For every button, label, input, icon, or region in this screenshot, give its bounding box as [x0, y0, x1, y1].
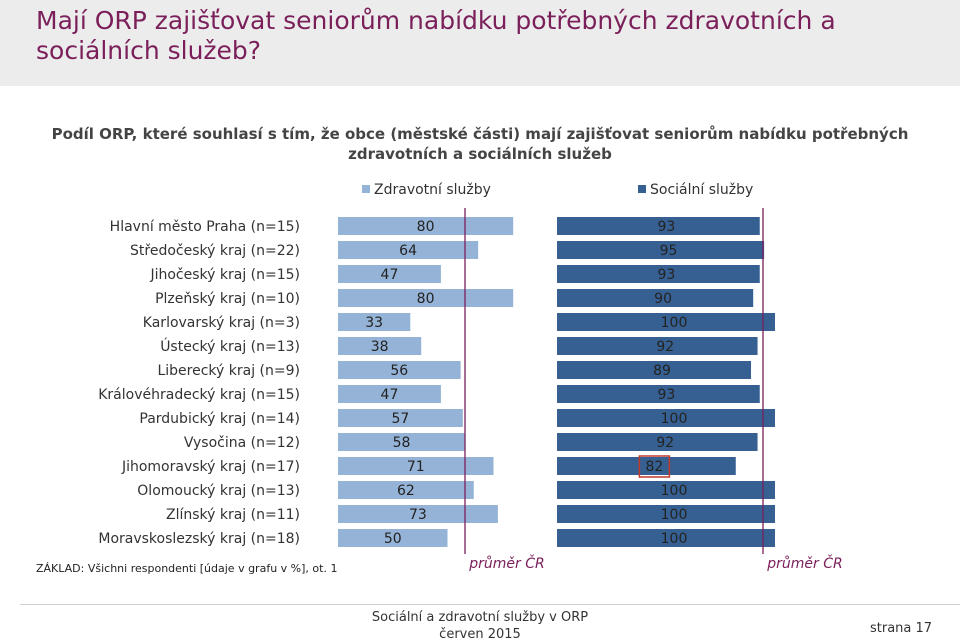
category-label: Jihomoravský kraj (n=17) [121, 459, 300, 475]
bar [557, 409, 775, 427]
bar [338, 313, 411, 331]
category-label: Ústecký kraj (n=13) [160, 337, 300, 355]
data-label: 62 [397, 483, 415, 499]
bar [557, 481, 775, 499]
data-label: 89 [653, 363, 671, 379]
bar [557, 289, 754, 307]
footer-date: červen 2015 [439, 627, 521, 642]
category-label: Královéhradecký kraj (n=15) [98, 387, 300, 403]
bar [338, 289, 514, 307]
bar [338, 241, 479, 259]
data-label: 56 [390, 363, 408, 379]
data-label: 80 [417, 219, 435, 235]
category-label: Hlavní město Praha (n=15) [110, 219, 300, 235]
category-label: Pardubický kraj (n=14) [139, 411, 300, 427]
category-label: Liberecký kraj (n=9) [157, 363, 300, 379]
data-label: 93 [657, 219, 675, 235]
data-label: 58 [393, 435, 411, 451]
bar [338, 361, 461, 379]
data-label: 57 [392, 411, 410, 427]
data-label: 33 [365, 315, 383, 331]
data-label: 50 [384, 531, 402, 547]
category-label: Vysočina (n=12) [184, 435, 300, 451]
data-label: 95 [660, 243, 678, 259]
data-label: 47 [381, 267, 399, 283]
bar [557, 337, 758, 355]
bar [338, 385, 441, 403]
highlight-box [638, 455, 671, 478]
chart-title: Podíl ORP, které souhlasí s tím, že obce… [51, 125, 909, 163]
bar [557, 241, 765, 259]
slide-title: Mají ORP zajišťovat seniorům nabídku pot… [36, 6, 836, 65]
data-label: 100 [661, 315, 688, 331]
bar [338, 481, 474, 499]
data-label: 82 [645, 459, 663, 475]
bar [557, 505, 775, 523]
data-label: 92 [656, 435, 674, 451]
bar [557, 457, 736, 475]
bar [557, 361, 752, 379]
category-label: Jihočeský kraj (n=15) [149, 267, 300, 283]
footnote: ZÁKLAD: Všichni respondenti [údaje v gra… [36, 562, 338, 575]
footer-text: Sociální a zdravotní služby v ORP červen… [300, 609, 660, 643]
bar-chart: Hlavní město Praha (n=15) Středočeský kra… [98, 182, 842, 572]
footer-divider [20, 604, 960, 605]
legend-swatch [362, 185, 370, 193]
data-label: 93 [657, 387, 675, 403]
legend-label: Sociální služby [650, 182, 753, 198]
legend-swatch [638, 185, 646, 193]
category-label: Karlovarský kraj (n=3) [143, 315, 300, 331]
footer-title: Sociální a zdravotní služby v ORP [371, 610, 589, 625]
category-label: Zlínský kraj (n=11) [166, 507, 300, 523]
data-label: 47 [381, 387, 399, 403]
data-label: 100 [661, 531, 688, 547]
bar [338, 457, 494, 475]
category-label: Moravskoslezský kraj (n=18) [98, 531, 300, 547]
bar [338, 433, 466, 451]
data-label: 93 [657, 267, 675, 283]
data-label: 92 [656, 339, 674, 355]
average-label: průměr ČR [468, 554, 544, 572]
bar [557, 433, 758, 451]
data-label: 71 [407, 459, 425, 475]
bar [557, 385, 760, 403]
data-label: 100 [661, 411, 688, 427]
data-label: 100 [661, 507, 688, 523]
bar [338, 505, 498, 523]
legend-label: Zdravotní služby [374, 182, 491, 198]
page-number: strana 17 [870, 621, 933, 636]
data-label: 38 [371, 339, 389, 355]
bar [557, 313, 775, 331]
data-label: 90 [654, 291, 672, 307]
bar [338, 217, 514, 235]
bar [338, 529, 448, 547]
category-label: Olomoucký kraj (n=13) [137, 483, 300, 499]
category-label: Plzeňský kraj (n=10) [155, 291, 300, 307]
bar [338, 409, 463, 427]
bar [338, 337, 422, 355]
bar [338, 265, 441, 283]
category-label: Středočeský kraj (n=22) [130, 243, 300, 259]
bar [557, 529, 775, 547]
title-band [0, 0, 960, 86]
bar [557, 217, 760, 235]
data-label: 64 [399, 243, 417, 259]
data-label: 80 [417, 291, 435, 307]
data-label: 100 [661, 483, 688, 499]
data-label: 73 [409, 507, 427, 523]
average-label: průměr ČR [766, 554, 842, 572]
bar [557, 265, 760, 283]
